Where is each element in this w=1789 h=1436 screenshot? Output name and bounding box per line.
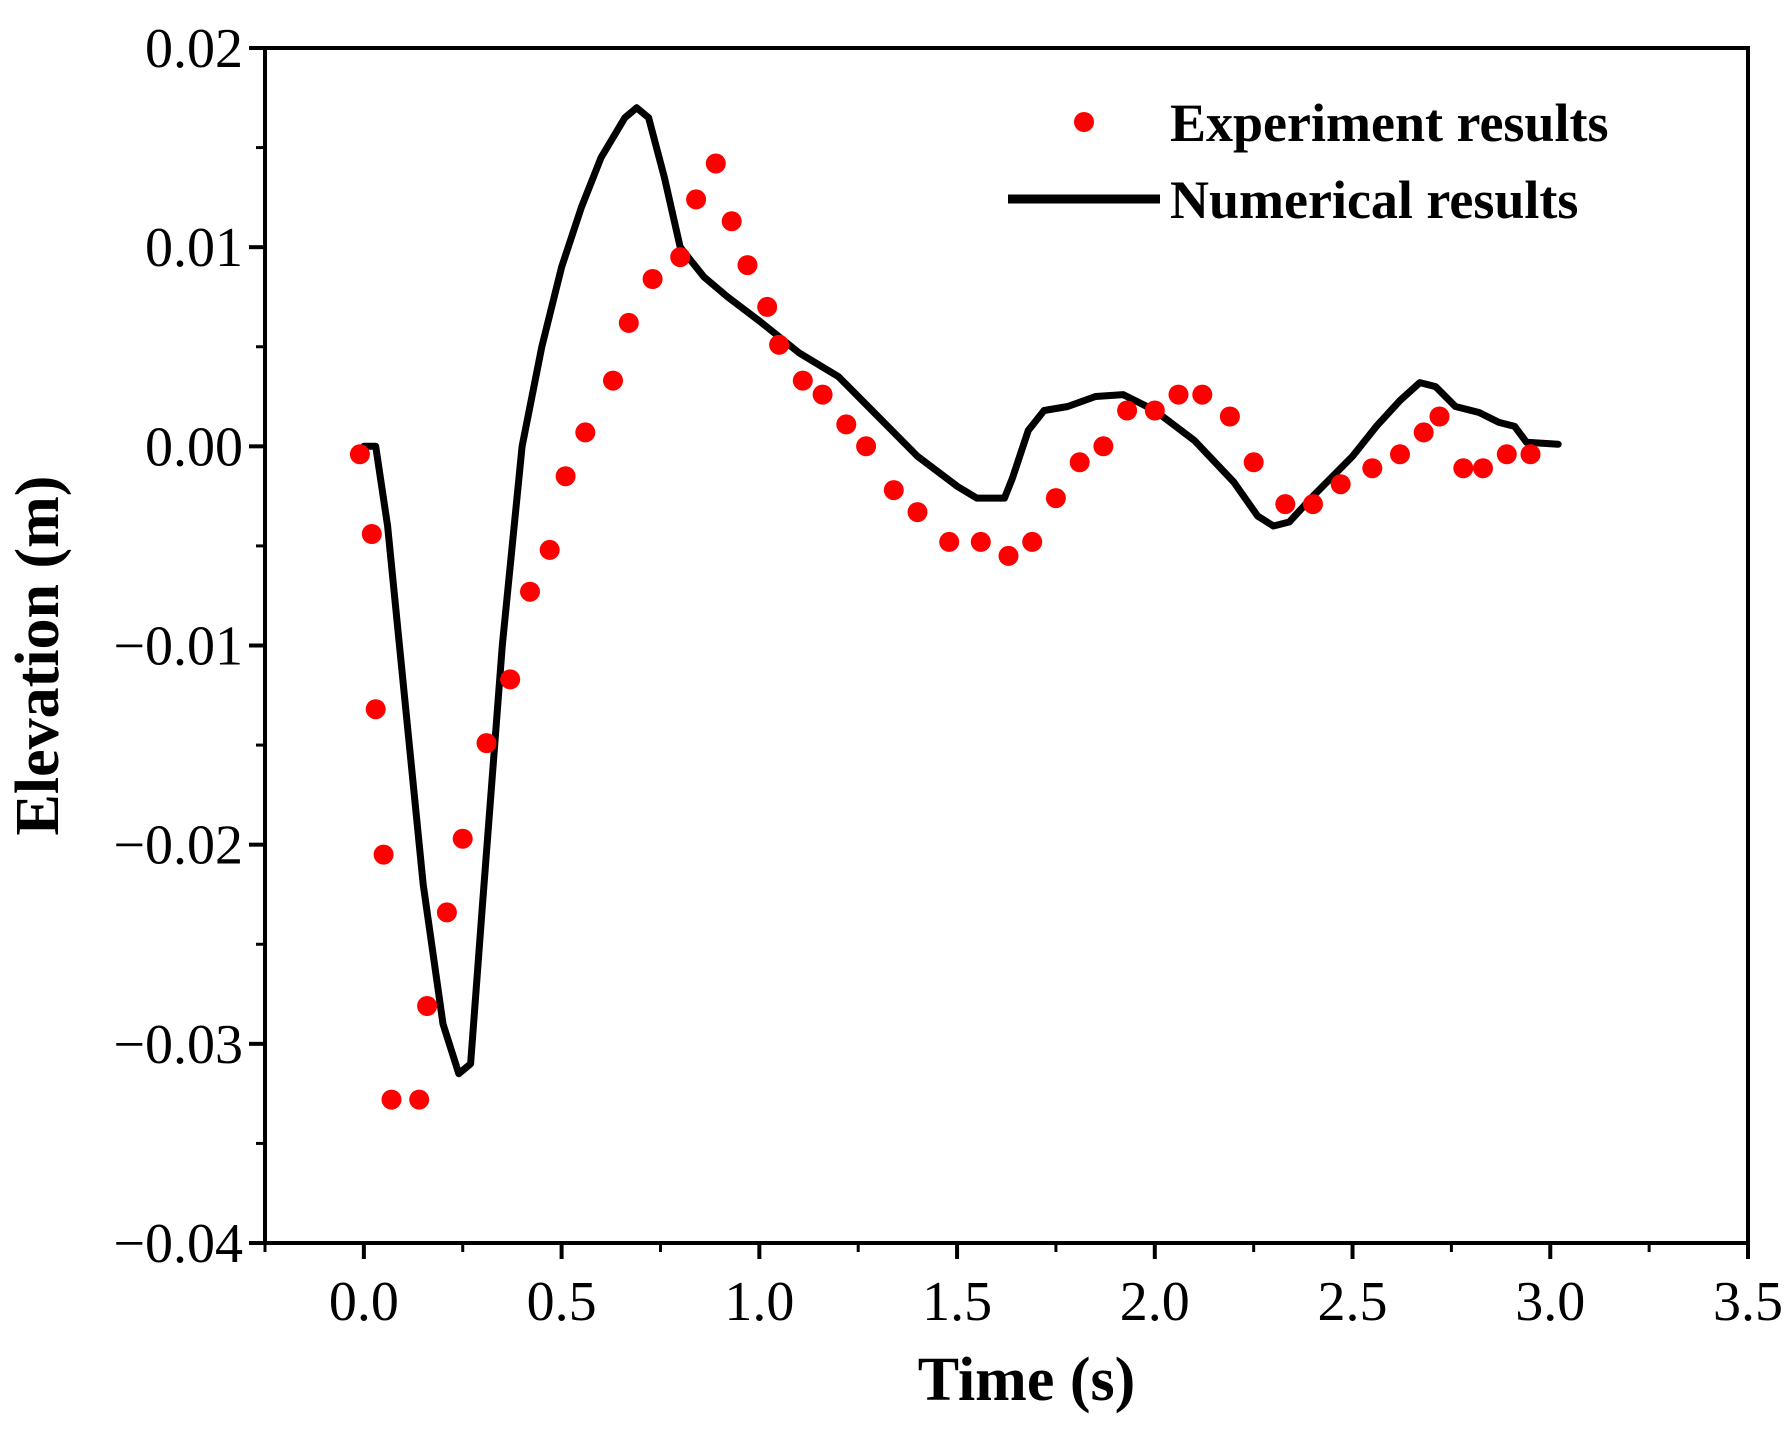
x-axis-title: Time (s) [918,1346,1136,1414]
experiment-point [792,370,813,391]
experiment-point [642,269,663,289]
tick-label-group: 0.0 0.5 1.0 1.5 2.0 2.5 3.0 3.5 −0.04 −0.03 −0.02 −… [113,18,1783,1333]
experiment-point [539,539,560,560]
experiment-point [856,436,877,457]
x-tick-label: 3.5 [1713,1271,1783,1333]
experiment-point [349,444,370,465]
experiment-point [1429,406,1450,427]
experiment-point [812,384,833,405]
experiment-point [737,255,758,276]
experiment-point [361,524,382,544]
experiment-point [1192,384,1213,405]
y-tick-label: 0.02 [145,18,243,80]
experiment-point [1168,384,1189,405]
numerical-results-line [360,104,1562,1078]
experiment-point [1390,444,1410,465]
experiment-point [409,1089,430,1110]
experiment-point [1144,400,1165,421]
experiment-point [520,581,540,602]
experiment-point [1496,444,1517,465]
experiment-point [769,334,790,355]
experiment-point [381,1089,402,1110]
x-tick-label: 2.0 [1120,1271,1190,1333]
experiment-point [500,669,521,690]
experiment-point [1219,406,1240,427]
numerical-series-group [360,104,1562,1078]
experiment-point [1069,452,1090,473]
y-tick-label: −0.02 [113,815,243,877]
experiment-point [1022,531,1043,552]
legend-label-numerical: Numerical results [1170,170,1578,230]
x-tick-label: 1.5 [922,1271,992,1333]
experiment-point [436,902,457,923]
experiment-point [705,153,726,174]
experiment-point [1303,494,1323,515]
experiment-point [1093,436,1114,457]
experiment-point [721,211,742,232]
x-tick-label: 2.5 [1318,1271,1388,1333]
y-axis-title: Elevation (m) [4,476,72,836]
experiment-point [618,312,639,333]
experiment-point [1473,458,1493,479]
experiment-point [1243,452,1264,473]
experiment-point [417,996,438,1016]
experiment-point [1275,494,1296,515]
x-tick-label: 3.0 [1515,1271,1585,1333]
y-tick-label: −0.03 [113,1014,243,1076]
experiment-point [1413,422,1434,443]
experiment-point [1453,458,1474,479]
y-tick-label: 0.00 [145,416,243,478]
experiment-point [373,844,394,865]
plot-frame [263,46,1750,1245]
y-tick-label: −0.04 [113,1213,243,1275]
experiment-point [555,466,576,487]
experiment-point [603,370,623,391]
experiment-point [686,189,707,210]
experiment-point [939,531,960,552]
experiment-point [1362,458,1383,479]
x-tick-label: 1.0 [724,1271,794,1333]
experiment-point [998,545,1019,566]
experiment-point [836,414,857,435]
legend: Experiment results Numerical results [1008,93,1608,230]
experiment-point [1330,474,1351,495]
experiment-point [907,502,928,523]
experiment-point [476,733,497,754]
y-tick-label: 0.01 [145,217,243,279]
experiment-point [1117,400,1138,421]
x-tick-label: 0.5 [527,1271,597,1333]
experiment-point [452,828,473,849]
experiment-point [365,699,386,720]
experiment-point [883,480,904,501]
experiment-point [1045,488,1066,509]
experiment-point [1520,444,1541,465]
legend-marker-experiment [1074,112,1094,132]
experiment-point [670,247,691,268]
experiment-point [970,531,991,552]
legend-label-experiment: Experiment results [1170,93,1608,153]
y-tick-label: −0.01 [113,616,243,678]
x-tick-label: 0.0 [329,1271,399,1333]
experiment-series-group [349,153,1541,1110]
experiment-point [757,296,778,317]
experiment-point [575,422,596,443]
